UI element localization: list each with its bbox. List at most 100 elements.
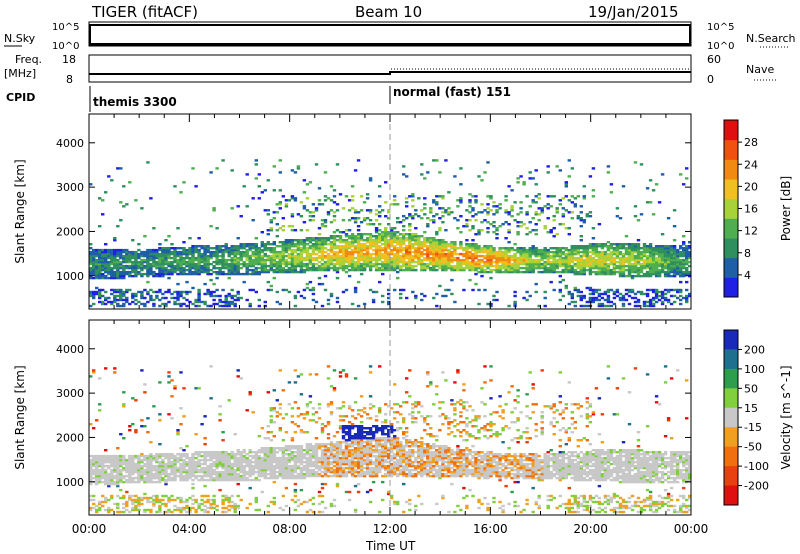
data-cell bbox=[203, 262, 207, 266]
data-cell bbox=[685, 288, 689, 292]
data-cell bbox=[257, 185, 261, 188]
data-cell bbox=[119, 462, 123, 466]
data-cell bbox=[381, 294, 385, 298]
data-cell bbox=[393, 237, 397, 240]
data-cell bbox=[669, 302, 674, 306]
data-cell bbox=[365, 264, 370, 268]
data-cell bbox=[347, 260, 352, 264]
data-cell bbox=[426, 217, 430, 220]
data-cell bbox=[179, 508, 183, 512]
data-cell bbox=[462, 247, 466, 250]
data-cell bbox=[122, 496, 126, 500]
data-cell bbox=[305, 264, 310, 268]
data-cell bbox=[296, 165, 301, 168]
data-cell bbox=[218, 453, 222, 456]
data-cell bbox=[161, 258, 165, 262]
data-cell bbox=[266, 241, 270, 244]
data-cell bbox=[125, 478, 129, 482]
data-cell bbox=[688, 292, 692, 296]
data-cell bbox=[155, 456, 159, 460]
data-cell bbox=[260, 266, 264, 270]
data-cell bbox=[308, 260, 313, 264]
data-cell bbox=[317, 239, 322, 242]
data-cell bbox=[353, 266, 358, 270]
data-cell bbox=[236, 245, 240, 248]
data-cell bbox=[152, 405, 156, 408]
data-cell bbox=[215, 474, 219, 478]
data-cell bbox=[368, 268, 373, 272]
data-cell bbox=[209, 456, 213, 460]
data-cell bbox=[384, 231, 388, 234]
data-cell bbox=[393, 199, 397, 202]
data-cell bbox=[594, 288, 599, 292]
data-cell bbox=[215, 508, 219, 512]
data-cell bbox=[296, 256, 301, 260]
data-cell bbox=[365, 254, 370, 258]
data-cell bbox=[516, 225, 520, 228]
data-cell bbox=[546, 207, 550, 210]
data-cell bbox=[639, 262, 644, 266]
data-cell bbox=[588, 245, 593, 248]
data-cell bbox=[95, 258, 99, 262]
data-cell bbox=[134, 498, 138, 502]
data-cell bbox=[206, 478, 210, 482]
data-cell bbox=[477, 245, 481, 248]
data-cell bbox=[185, 456, 189, 460]
data-cell bbox=[230, 470, 234, 474]
data-cell bbox=[119, 458, 123, 462]
data-cell bbox=[242, 464, 246, 468]
data-cell bbox=[227, 272, 231, 276]
data-cell bbox=[185, 500, 189, 504]
data-cell bbox=[612, 248, 617, 252]
data-cell bbox=[224, 250, 228, 254]
data-cell bbox=[390, 252, 394, 256]
data-cell bbox=[146, 508, 150, 512]
data-cell bbox=[239, 451, 243, 454]
data-cell bbox=[579, 250, 583, 254]
data-cell bbox=[170, 250, 174, 254]
data-cell bbox=[402, 262, 406, 266]
data-cell bbox=[218, 245, 222, 248]
data-cell bbox=[374, 245, 379, 248]
data-cell bbox=[233, 470, 237, 474]
data-cell bbox=[233, 252, 237, 256]
data-cell bbox=[170, 252, 174, 256]
data-cell bbox=[432, 199, 436, 202]
data-cell bbox=[353, 245, 358, 248]
data-cell bbox=[176, 433, 180, 436]
data-cell bbox=[125, 272, 129, 276]
data-cell bbox=[119, 480, 123, 484]
data-cell bbox=[468, 219, 472, 222]
data-cell bbox=[89, 472, 93, 476]
data-cell bbox=[113, 250, 117, 254]
data-cell bbox=[633, 300, 638, 304]
data-cell bbox=[251, 250, 255, 254]
data-cell bbox=[627, 266, 632, 270]
data-cell bbox=[221, 245, 225, 248]
data-cell bbox=[510, 247, 514, 250]
data-cell bbox=[179, 468, 183, 472]
data-cell bbox=[444, 241, 448, 244]
data-cell bbox=[170, 472, 174, 476]
data-cell bbox=[525, 227, 529, 230]
data-cell bbox=[260, 427, 264, 430]
data-cell bbox=[266, 425, 270, 428]
data-cell bbox=[417, 256, 421, 260]
data-cell bbox=[432, 245, 436, 248]
data-cell bbox=[546, 171, 550, 174]
data-cell bbox=[570, 268, 574, 272]
data-cell bbox=[101, 454, 105, 458]
data-cell bbox=[185, 468, 189, 472]
data-cell bbox=[134, 298, 138, 302]
data-cell bbox=[645, 258, 650, 262]
data-cell bbox=[531, 245, 535, 248]
data-cell bbox=[368, 237, 373, 240]
data-cell bbox=[269, 262, 273, 266]
data-cell bbox=[483, 245, 487, 248]
data-cell bbox=[263, 243, 267, 246]
data-cell bbox=[374, 258, 379, 262]
data-cell bbox=[221, 458, 225, 462]
data-cell bbox=[155, 496, 159, 500]
data-cell bbox=[122, 468, 126, 472]
data-cell bbox=[633, 250, 638, 254]
